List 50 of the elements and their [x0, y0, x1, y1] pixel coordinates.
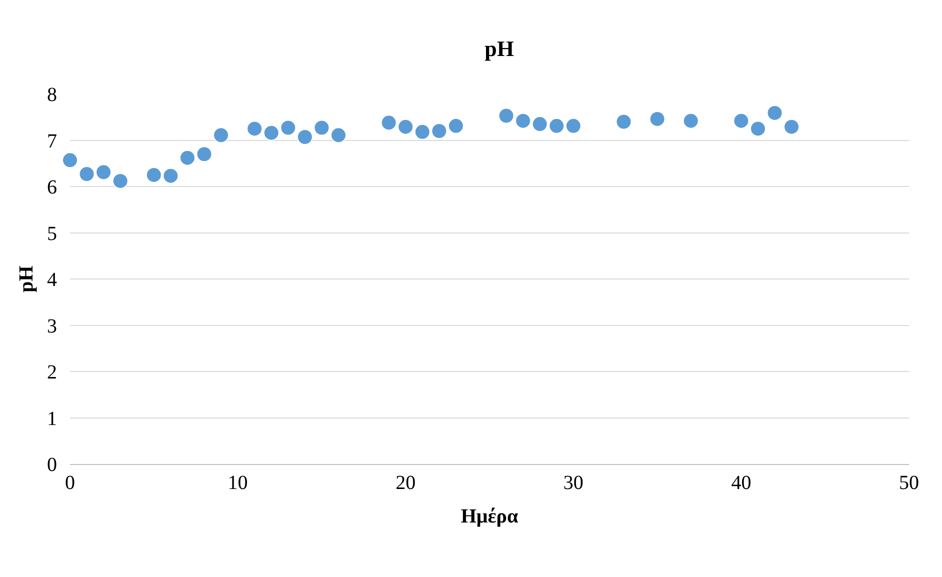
point — [62, 152, 78, 168]
y-tick-label: 8 — [47, 84, 57, 106]
y-tick-label: 4 — [47, 269, 57, 291]
point — [112, 172, 128, 189]
point — [162, 168, 179, 184]
point — [498, 108, 514, 124]
point — [78, 166, 95, 182]
point — [548, 118, 565, 134]
y-tick-label: 7 — [47, 130, 57, 152]
point — [380, 114, 397, 131]
point — [532, 116, 548, 132]
x-tick-label: 50 — [899, 472, 919, 494]
point — [314, 120, 330, 136]
point — [146, 166, 162, 183]
y-tick-label: 2 — [47, 362, 57, 384]
point — [515, 112, 532, 129]
chart-title: pH — [484, 36, 514, 61]
point — [448, 118, 464, 134]
point — [616, 114, 632, 130]
x-tick-label: 40 — [731, 472, 752, 494]
point — [414, 124, 430, 140]
x-tick-label: 30 — [563, 472, 584, 494]
point — [431, 123, 448, 139]
y-tick-label: 5 — [47, 222, 57, 245]
point — [213, 127, 230, 144]
y-axis-title: pH — [16, 265, 38, 292]
point — [196, 146, 212, 162]
point — [246, 120, 263, 137]
point — [179, 150, 196, 166]
point — [766, 104, 783, 121]
y-tick-label: 6 — [47, 176, 57, 198]
point — [784, 118, 800, 135]
y-tick-label: 1 — [47, 408, 57, 430]
y-tick-label: 3 — [47, 315, 57, 338]
x-axis-title: Ημέρα — [460, 506, 518, 528]
x-tick-label: 0 — [65, 472, 75, 494]
point — [330, 127, 346, 144]
point — [263, 124, 280, 141]
point — [398, 118, 414, 135]
point — [733, 112, 750, 129]
y-tick-label: 0 — [47, 454, 57, 476]
point — [565, 118, 582, 134]
point — [96, 164, 112, 180]
point — [682, 112, 699, 129]
point — [649, 110, 666, 127]
x-tick-label: 10 — [228, 472, 248, 494]
point — [280, 120, 296, 136]
point — [750, 120, 766, 137]
x-tick-label: 20 — [396, 472, 416, 494]
point — [296, 129, 313, 146]
